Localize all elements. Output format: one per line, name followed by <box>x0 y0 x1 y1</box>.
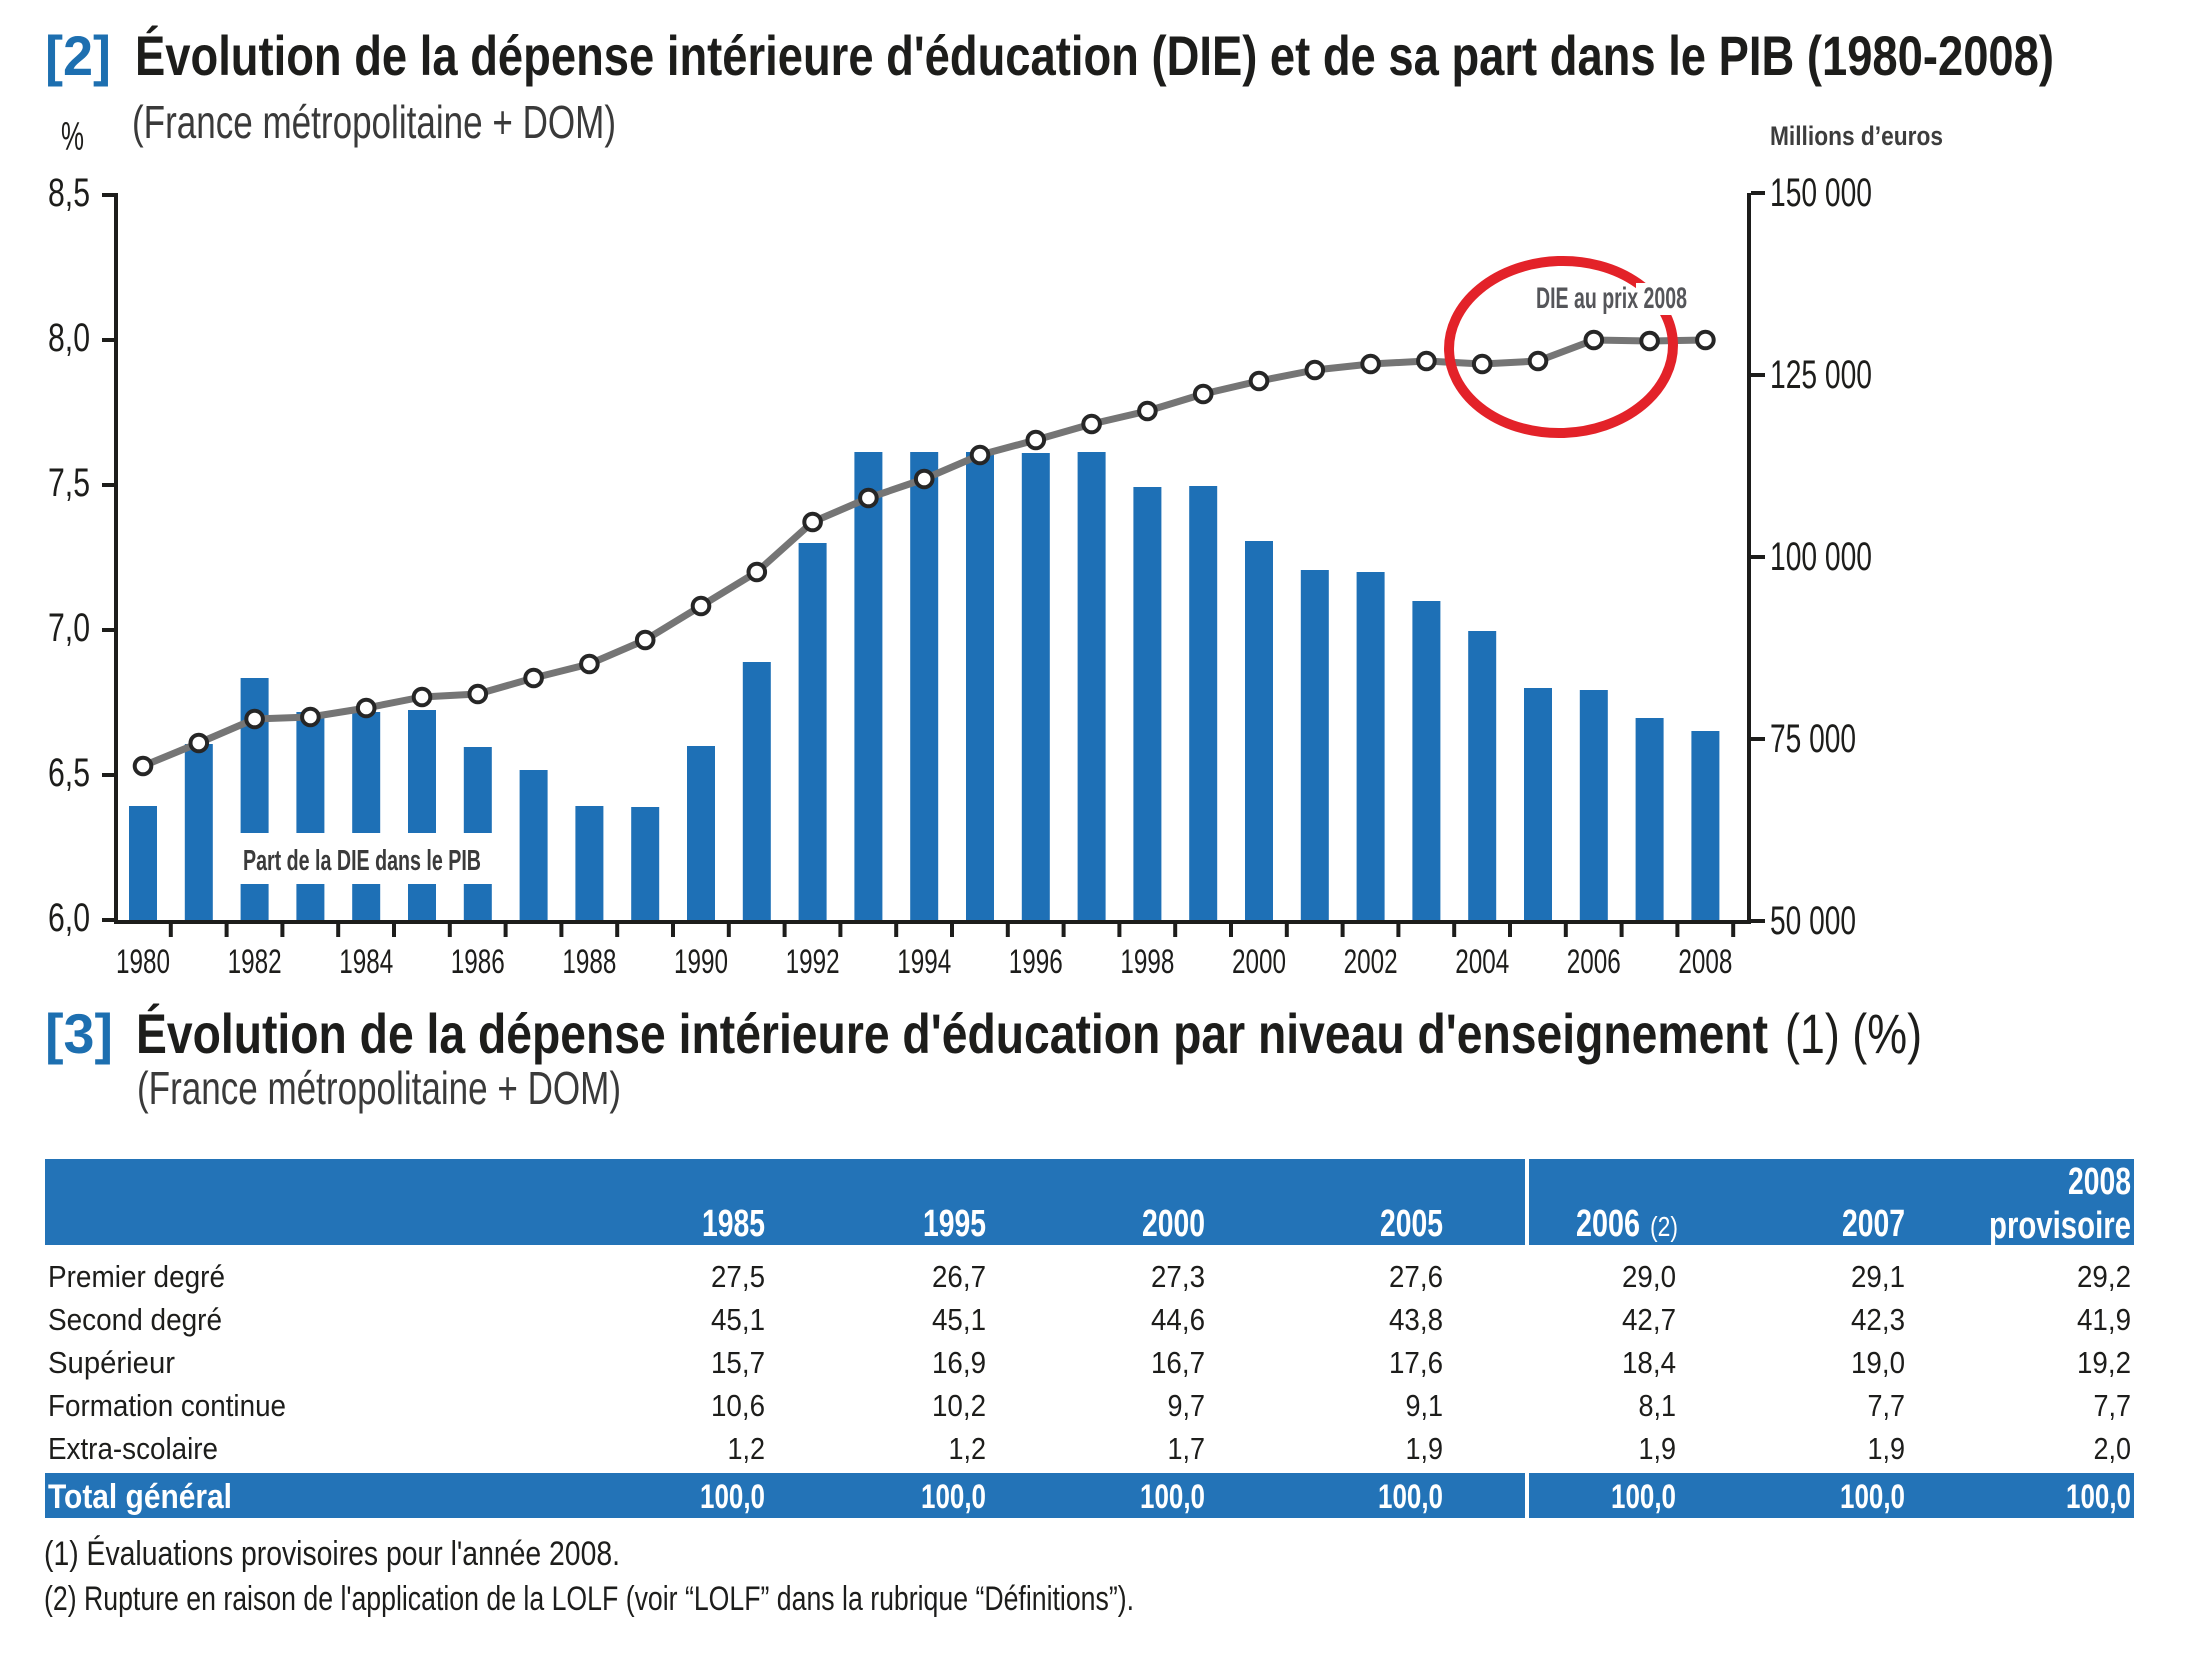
svg-text:1,9: 1,9 <box>1868 1431 1906 1466</box>
svg-text:1985: 1985 <box>702 1203 765 1245</box>
svg-text:(1) (%): (1) (%) <box>1785 1002 1922 1065</box>
svg-text:9,7: 9,7 <box>1168 1388 1206 1423</box>
svg-text:Part de la DIE dans le PIB: Part de la DIE dans le PIB <box>243 845 481 877</box>
svg-text:provisoire: provisoire <box>1989 1205 2131 1247</box>
svg-text:2006: 2006 <box>1576 1203 1640 1245</box>
svg-text:(1) Évaluations provisoires po: (1) Évaluations provisoires pour l'année… <box>44 1535 620 1573</box>
svg-text:9,1: 9,1 <box>1406 1388 1444 1423</box>
svg-text:100,0: 100,0 <box>1611 1478 1676 1516</box>
svg-text:27,5: 27,5 <box>711 1259 765 1294</box>
svg-text:125 000: 125 000 <box>1770 353 1872 397</box>
svg-text:100,0: 100,0 <box>1140 1478 1205 1516</box>
svg-text:100,0: 100,0 <box>1840 1478 1905 1516</box>
svg-text:2000: 2000 <box>1142 1203 1205 1245</box>
svg-text:8,1: 8,1 <box>1639 1388 1677 1423</box>
svg-text:6,5: 6,5 <box>48 751 90 795</box>
svg-text:19,0: 19,0 <box>1851 1345 1905 1380</box>
svg-text:1,2: 1,2 <box>728 1431 766 1466</box>
svg-text:1998: 1998 <box>1120 943 1174 981</box>
svg-text:1,7: 1,7 <box>1168 1431 1206 1466</box>
svg-text:10,6: 10,6 <box>711 1388 765 1423</box>
svg-text:29,2: 29,2 <box>2077 1259 2131 1294</box>
svg-text:1,9: 1,9 <box>1639 1431 1677 1466</box>
svg-text:1992: 1992 <box>786 943 840 981</box>
svg-text:100 000: 100 000 <box>1770 535 1872 579</box>
svg-text:75 000: 75 000 <box>1770 717 1856 761</box>
svg-text:[2]: [2] <box>45 24 111 87</box>
svg-text:8,5: 8,5 <box>48 171 90 215</box>
svg-text:2005: 2005 <box>1380 1203 1443 1245</box>
svg-text:2008: 2008 <box>2068 1161 2131 1203</box>
svg-text:2004: 2004 <box>1455 943 1509 981</box>
svg-text:100,0: 100,0 <box>921 1478 986 1516</box>
svg-text:1982: 1982 <box>228 943 282 981</box>
svg-text:1996: 1996 <box>1009 943 1063 981</box>
svg-text:45,1: 45,1 <box>932 1302 986 1337</box>
svg-text:18,4: 18,4 <box>1622 1345 1676 1380</box>
svg-text:42,7: 42,7 <box>1622 1302 1676 1337</box>
svg-text:(France métropolitaine + DOM): (France métropolitaine + DOM) <box>137 1062 621 1114</box>
svg-text:7,7: 7,7 <box>2094 1388 2132 1423</box>
svg-text:7,5: 7,5 <box>48 461 90 505</box>
svg-text:100,0: 100,0 <box>1378 1478 1443 1516</box>
svg-text:16,9: 16,9 <box>932 1345 986 1380</box>
svg-text:Premier degré: Premier degré <box>48 1259 225 1294</box>
svg-text:1990: 1990 <box>674 943 728 981</box>
svg-text:19,2: 19,2 <box>2077 1345 2131 1380</box>
svg-text:44,6: 44,6 <box>1151 1302 1205 1337</box>
svg-text:1,9: 1,9 <box>1406 1431 1444 1466</box>
svg-text:27,6: 27,6 <box>1389 1259 1443 1294</box>
svg-text:1995: 1995 <box>923 1203 986 1245</box>
svg-text:27,3: 27,3 <box>1151 1259 1205 1294</box>
svg-text:1984: 1984 <box>339 943 393 981</box>
svg-text:DIE au prix 2008: DIE au prix 2008 <box>1536 282 1687 315</box>
svg-text:1,2: 1,2 <box>949 1431 987 1466</box>
svg-text:Formation continue: Formation continue <box>48 1388 286 1423</box>
svg-text:1994: 1994 <box>897 943 951 981</box>
svg-text:7,7: 7,7 <box>1868 1388 1906 1423</box>
svg-text:[3]: [3] <box>45 1002 113 1065</box>
svg-text:29,1: 29,1 <box>1851 1259 1905 1294</box>
svg-text:17,6: 17,6 <box>1389 1345 1443 1380</box>
svg-text:6,0: 6,0 <box>48 896 90 940</box>
svg-text:16,7: 16,7 <box>1151 1345 1205 1380</box>
svg-text:1980: 1980 <box>116 943 170 981</box>
svg-text:1986: 1986 <box>451 943 505 981</box>
svg-text:Évolution de la dépense intéri: Évolution de la dépense intérieure d'édu… <box>136 1002 1768 1065</box>
svg-text:100,0: 100,0 <box>700 1478 765 1516</box>
svg-text:2,0: 2,0 <box>2094 1431 2132 1466</box>
svg-text:Extra-scolaire: Extra-scolaire <box>48 1431 218 1466</box>
svg-text:8,0: 8,0 <box>48 316 90 360</box>
svg-text:42,3: 42,3 <box>1851 1302 1905 1337</box>
svg-text:(France métropolitaine + DOM): (France métropolitaine + DOM) <box>132 96 616 148</box>
svg-text:Supérieur: Supérieur <box>48 1345 175 1380</box>
svg-text:2000: 2000 <box>1232 943 1286 981</box>
svg-text:2008: 2008 <box>1678 943 1732 981</box>
svg-text:50 000: 50 000 <box>1770 899 1856 943</box>
svg-text:100,0: 100,0 <box>2066 1478 2131 1516</box>
svg-text:15,7: 15,7 <box>711 1345 765 1380</box>
svg-text:10,2: 10,2 <box>932 1388 986 1423</box>
svg-text:45,1: 45,1 <box>711 1302 765 1337</box>
svg-text:Évolution de la dépense intéri: Évolution de la dépense intérieure d'édu… <box>135 24 2054 87</box>
svg-text:(2): (2) <box>1650 1211 1678 1242</box>
svg-text:41,9: 41,9 <box>2077 1302 2131 1337</box>
svg-text:(2) Rupture en raison de l'app: (2) Rupture en raison de l'application d… <box>44 1580 1134 1618</box>
svg-text:7,0: 7,0 <box>48 606 90 650</box>
svg-text:Millions d’euros: Millions d’euros <box>1770 121 1943 151</box>
svg-text:Total général: Total général <box>48 1478 232 1516</box>
svg-text:29,0: 29,0 <box>1622 1259 1676 1294</box>
svg-text:Second degré: Second degré <box>48 1302 222 1337</box>
svg-text:2006: 2006 <box>1567 943 1621 981</box>
svg-text:1988: 1988 <box>562 943 616 981</box>
svg-text:%: % <box>61 115 84 159</box>
svg-text:2002: 2002 <box>1344 943 1398 981</box>
svg-text:43,8: 43,8 <box>1389 1302 1443 1337</box>
svg-text:150 000: 150 000 <box>1770 171 1872 215</box>
svg-text:2007: 2007 <box>1842 1203 1905 1245</box>
svg-text:26,7: 26,7 <box>932 1259 986 1294</box>
